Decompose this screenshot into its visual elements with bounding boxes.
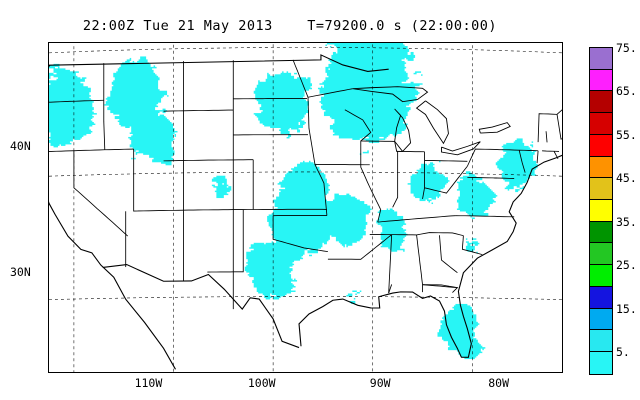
page-title: 22:00Z Tue 21 May 2013 T=79200.0 s (22:0… [82, 18, 498, 34]
colorbar-band-60-65 [590, 91, 612, 114]
colorbar-band-45-50 [590, 156, 612, 179]
colorbar-band-20-25 [590, 265, 612, 287]
colorbar-label-65: 65. [616, 84, 637, 99]
x-tick-100w: 100W [247, 376, 276, 390]
y-tick-40n: 40N [10, 139, 31, 154]
colorbar-band-40-45 [590, 178, 612, 201]
colorbar-band-15-20 [590, 286, 612, 309]
x-tick-80w: 80W [488, 376, 510, 390]
colorbar-band-55-60 [590, 113, 612, 135]
colorbar-band-5-10 [590, 330, 612, 353]
colorbar-band-65-70 [590, 69, 612, 92]
colorbar-band-35-40 [590, 200, 612, 222]
colorbar-band-30-35 [590, 221, 612, 244]
colorbar-label-45: 45. [616, 171, 637, 186]
colorbar-label-75: 75. [616, 41, 637, 55]
colorbar-label-55: 55. [616, 127, 637, 142]
map-geography-overlay [49, 43, 562, 372]
colorbar-band-0-5 [590, 352, 612, 374]
colorbar-band-70-75 [590, 48, 612, 70]
map-plot-area [48, 42, 563, 373]
colorbar-label-15: 15. [616, 301, 637, 316]
colorbar-band-10-15 [590, 308, 612, 331]
colorbar-label-25: 25. [616, 258, 637, 273]
geography-lines [49, 43, 562, 372]
colorbar-label-35: 35. [616, 214, 637, 229]
y-tick-30n: 30N [10, 265, 31, 280]
x-tick-110w: 110W [134, 376, 163, 390]
colorbar [589, 47, 613, 375]
colorbar-band-50-55 [590, 134, 612, 157]
x-tick-90w: 90W [369, 376, 391, 390]
colorbar-band-25-30 [590, 243, 612, 266]
colorbar-label-5: 5. [616, 345, 630, 360]
